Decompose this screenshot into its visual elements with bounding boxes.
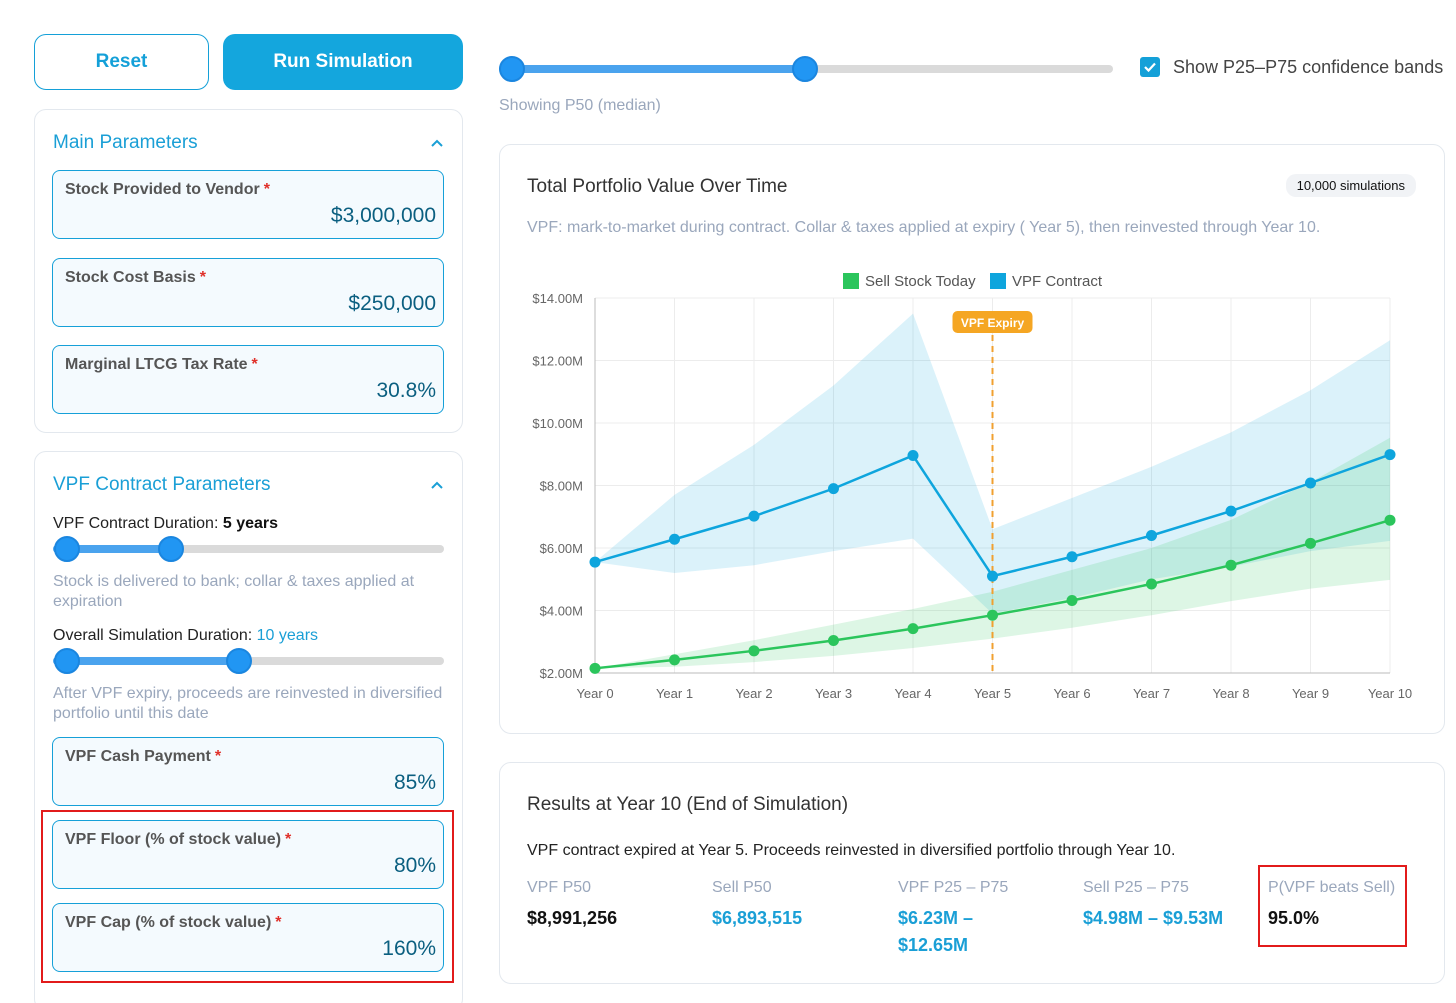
confidence-bands-checkbox[interactable] [1140,57,1160,77]
slider-handle-end[interactable] [226,648,252,674]
ltcg-tax-rate-field[interactable]: Marginal LTCG Tax Rate * 30.8% [52,345,444,414]
contract-duration-label: VPF Contract Duration: 5 years [53,515,279,532]
results-panel: Results at Year 10 (End of Simulation) V… [499,762,1445,984]
metric-prob-beats: P(VPF beats Sell) 95.0% [1268,879,1395,932]
field-value: $250,000 [348,292,436,315]
metric-value: $6,893,515 [712,908,803,928]
contract-duration-hint: Stock is delivered to bank; collar & tax… [53,573,415,610]
chevron-up-icon[interactable] [430,136,444,150]
showing-percentile-text: Showing P50 (median) [499,97,661,114]
metric-value: $4.98M – $9.53M [1083,908,1224,928]
vpf-parameters-panel: VPF Contract Parameters VPF Contract Dur… [34,451,463,1003]
field-label: Stock Cost Basis * [65,269,206,286]
results-description: VPF contract expired at Year 5. Proceeds… [527,842,1176,859]
sim-duration-label: Overall Simulation Duration: 10 years [53,627,319,644]
slider-handle-start[interactable] [54,536,80,562]
metric-vpf-range: VPF P25 – P75 $6.23M – $12.65M [898,879,1048,959]
main-parameters-panel: Main Parameters Stock Provided to Vendor… [34,109,463,433]
stock-cost-basis-field[interactable]: Stock Cost Basis * $250,000 [52,258,444,327]
field-label: Marginal LTCG Tax Rate * [65,356,258,373]
results-title: Results at Year 10 (End of Simulation) [527,794,849,815]
slider-handle-start[interactable] [499,56,525,82]
field-label: VPF Cash Payment * [65,748,222,765]
simulations-badge: 10,000 simulations [1285,174,1416,197]
vpf-cash-payment-field[interactable]: VPF Cash Payment * 85% [52,737,444,806]
check-icon [1144,62,1156,73]
run-simulation-button[interactable]: Run Simulation [223,34,463,90]
metric-label: VPF P25 – P75 [898,879,1009,896]
field-value: $3,000,000 [330,204,436,227]
metric-label: Sell P25 – P75 [1083,879,1189,896]
stock-provided-field[interactable]: Stock Provided to Vendor * $3,000,000 [52,170,444,239]
metric-value: 95.0% [1268,908,1320,928]
metric-vpf-p50: VPF P50 $8,991,256 [527,879,617,932]
field-label: Stock Provided to Vendor * [65,181,270,198]
field-value: 80% [393,854,436,877]
reset-button[interactable]: Reset [34,34,209,90]
metric-sell-p50: Sell P50 $6,893,515 [712,879,802,932]
highlight-box [1258,865,1407,947]
vpf-cap-field[interactable]: VPF Cap (% of stock value) * 160% [52,903,444,972]
chevron-up-icon[interactable] [430,478,444,492]
sim-duration-slider[interactable] [53,648,444,674]
main-parameters-title: Main Parameters [53,132,198,153]
metric-value: $8,991,256 [527,908,618,928]
field-label: VPF Cap (% of stock value) * [65,914,282,931]
metric-value: $6.23M – $12.65M [898,908,974,955]
percentile-slider[interactable] [499,56,1113,82]
confidence-bands-label[interactable]: Show P25–P75 confidence bands [1173,57,1444,77]
metric-label: VPF P50 [527,879,592,896]
field-value: 85% [393,771,436,794]
contract-duration-slider[interactable] [53,536,444,562]
highlight-box [41,810,454,983]
chart-subtitle: VPF: mark-to-market during contract. Col… [527,219,1321,236]
sim-duration-hint: After VPF expiry, proceeds are reinveste… [53,685,443,722]
slider-handle-start[interactable] [54,648,80,674]
slider-handle-end[interactable] [158,536,184,562]
field-label: VPF Floor (% of stock value) * [65,831,292,848]
field-value: 30.8% [376,379,436,402]
metric-label: Sell P50 [712,879,772,896]
vpf-parameters-title: VPF Contract Parameters [53,474,271,495]
slider-handle-end[interactable] [792,56,818,82]
chart-panel: Total Portfolio Value Over Time 10,000 s… [499,144,1445,734]
chart-title: Total Portfolio Value Over Time [527,176,788,197]
metric-label: P(VPF beats Sell) [1268,879,1396,896]
vpf-floor-field[interactable]: VPF Floor (% of stock value) * 80% [52,820,444,889]
field-value: 160% [382,937,436,960]
metric-sell-range: Sell P25 – P75 $4.98M – $9.53M [1083,879,1223,932]
